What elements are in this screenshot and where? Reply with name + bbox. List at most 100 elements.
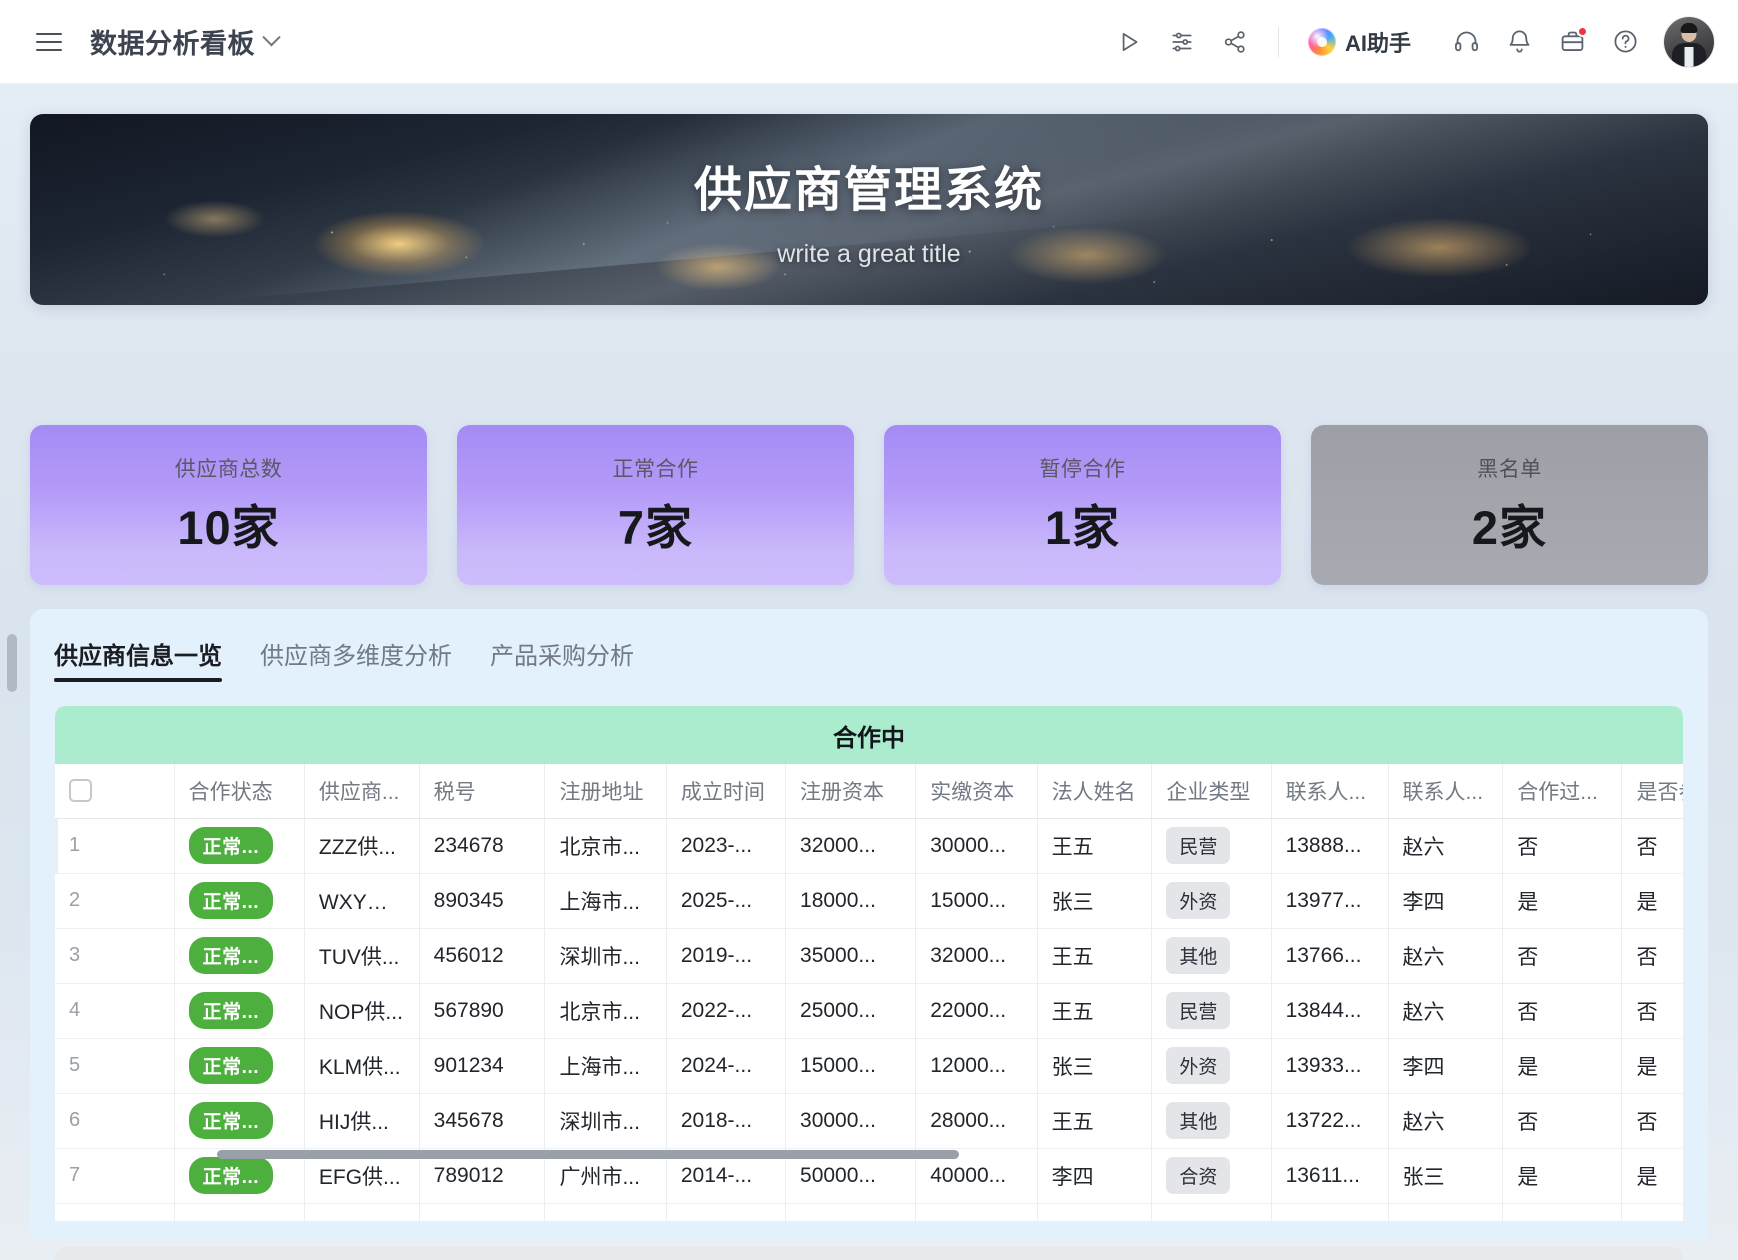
table-horizontal-scrollbar[interactable]	[217, 1150, 959, 1159]
stat-card-blacklist[interactable]: 黑名单 2家	[1311, 425, 1708, 585]
stat-card-total-suppliers[interactable]: 供应商总数 10家	[30, 425, 427, 585]
table-group-banner: 合作中	[55, 706, 1683, 764]
cell-status: 正常...	[174, 928, 305, 984]
col-header-status[interactable]: 合作状态	[174, 764, 305, 819]
cell-paid-in-capital: 12000...	[915, 1038, 1038, 1094]
col-header-legal-person[interactable]: 法人姓名	[1037, 764, 1153, 819]
cell-contact-name: 李四	[1388, 873, 1504, 929]
stat-card-active-cooperation[interactable]: 正常合作 7家	[457, 425, 854, 585]
select-all-checkbox[interactable]	[69, 779, 92, 803]
avatar-shirt	[1684, 46, 1694, 67]
enterprise-type-badge: 合资	[1166, 1157, 1231, 1194]
briefcase-icon[interactable]	[1548, 18, 1596, 66]
ai-assistant-button[interactable]: AI助手	[1298, 19, 1425, 65]
table-header-row: 合作状态 供应商... 税号 注册地址 成立时间 注册资本 实缴资本 法人姓名 …	[55, 764, 1683, 819]
row-number: 2	[55, 873, 175, 929]
cell-established-date: 2024-...	[666, 1038, 787, 1094]
col-header-cooperated-before[interactable]: 合作过...	[1502, 764, 1623, 819]
table-row[interactable]: 6 正常... HIJ供... 345678 深圳市... 2018-... 3…	[55, 1093, 1683, 1149]
table-row[interactable]: 2 正常... WXY供... 890345 上海市... 2025-... 1…	[55, 873, 1683, 929]
row-number: 5	[55, 1038, 175, 1094]
col-header-supplier-name[interactable]: 供应商...	[304, 764, 420, 819]
row-number: 1	[55, 818, 175, 874]
cell-cooperated-before: 是	[1502, 1148, 1623, 1204]
col-header-contact-phone[interactable]: 联系人...	[1271, 764, 1389, 819]
document-title-dropdown[interactable]: 数据分析看板	[90, 22, 281, 61]
table-row[interactable]: 5 正常... KLM供... 901234 上海市... 2024-... 1…	[55, 1038, 1683, 1094]
user-avatar[interactable]	[1664, 16, 1714, 67]
cell-legal-person: 李四	[1037, 1148, 1153, 1204]
cell-participates: 是	[1621, 873, 1683, 929]
footer-cell	[1388, 1203, 1504, 1221]
tab-supplier-overview[interactable]: 供应商信息一览	[54, 636, 222, 682]
cell-status: 正常...	[174, 818, 305, 874]
tab-supplier-multidim-analysis[interactable]: 供应商多维度分析	[260, 643, 452, 670]
hero-title: 供应商管理系统	[693, 164, 1044, 217]
cell-legal-person: 王五	[1037, 1093, 1153, 1149]
content-panel: 供应商信息一览 供应商多维度分析 产品采购分析 合作中	[30, 609, 1708, 1239]
cell-supplier-name: WXY供...	[304, 873, 420, 929]
play-icon[interactable]	[1105, 18, 1153, 66]
tab-product-procurement-analysis[interactable]: 产品采购分析	[490, 643, 634, 670]
cell-cooperated-before: 否	[1502, 928, 1623, 984]
col-header-paid-in-capital[interactable]: 实缴资本	[915, 764, 1038, 819]
cell-participates: 否	[1621, 928, 1683, 984]
cell-registered-address: 深圳市...	[544, 928, 667, 984]
col-header-contact-name[interactable]: 联系人...	[1388, 764, 1504, 819]
table-row[interactable]: 3 正常... TUV供... 456012 深圳市... 2019-... 3…	[55, 928, 1683, 984]
cell-registered-capital: 32000...	[785, 818, 917, 874]
cell-cooperated-before: 否	[1502, 1093, 1623, 1149]
enterprise-type-badge: 民营	[1166, 992, 1231, 1029]
chevron-down-icon[interactable]	[262, 28, 281, 47]
headset-icon[interactable]	[1442, 18, 1490, 66]
header-actions: AI助手	[1105, 16, 1714, 67]
cell-contact-phone: 13722...	[1271, 1093, 1389, 1149]
footer-cell	[915, 1203, 1038, 1221]
enterprise-type-badge: 外资	[1166, 882, 1231, 919]
enterprise-type-badge: 民营	[1166, 827, 1231, 864]
col-header-registered-address[interactable]: 注册地址	[544, 764, 667, 819]
footer-cell	[544, 1203, 667, 1221]
stat-card-suspended-cooperation[interactable]: 暂停合作 1家	[884, 425, 1281, 585]
cell-registered-address: 上海市...	[544, 873, 667, 929]
hamburger-icon[interactable]	[32, 25, 66, 59]
table-row[interactable]: 4 正常... NOP供... 567890 北京市... 2022-... 2…	[55, 983, 1683, 1039]
status-badge: 正常...	[188, 882, 274, 919]
cell-participates: 否	[1621, 1093, 1683, 1149]
hero-subtitle: write a great title	[777, 240, 961, 268]
cell-status: 正常...	[174, 873, 305, 929]
cell-legal-person: 王五	[1037, 818, 1153, 874]
enterprise-type-badge: 其他	[1166, 1102, 1231, 1139]
help-circle-icon[interactable]	[1601, 18, 1649, 66]
share-icon[interactable]	[1211, 18, 1259, 66]
page-vertical-scrollbar[interactable]	[7, 634, 17, 692]
col-header-participates[interactable]: 是否参	[1621, 764, 1683, 819]
row-number: 4	[55, 983, 175, 1039]
settings-sliders-icon[interactable]	[1158, 18, 1206, 66]
table-row[interactable]: 1 正常... ZZZ供... 234678 北京市... 2023-... 3…	[55, 818, 1683, 874]
footer-cell	[1037, 1203, 1153, 1221]
cell-supplier-name: KLM供...	[304, 1038, 420, 1094]
col-header-registered-capital[interactable]: 注册资本	[785, 764, 917, 819]
col-header-enterprise-type[interactable]: 企业类型	[1151, 764, 1272, 819]
bell-icon[interactable]	[1495, 18, 1543, 66]
stat-label: 正常合作	[612, 457, 699, 481]
cell-cooperated-before: 是	[1502, 1038, 1623, 1094]
cell-supplier-name: ZZZ供...	[304, 818, 420, 874]
page-title: 数据分析看板	[90, 29, 255, 59]
select-all-cell[interactable]	[55, 764, 175, 819]
stat-label: 黑名单	[1477, 457, 1542, 481]
col-header-established-date[interactable]: 成立时间	[666, 764, 787, 819]
tab-bar: 供应商信息一览 供应商多维度分析 产品采购分析	[30, 609, 1708, 682]
col-header-tax-number[interactable]: 税号	[419, 764, 546, 819]
cell-enterprise-type: 合资	[1151, 1148, 1272, 1204]
cell-established-date: 2022-...	[666, 983, 787, 1039]
enterprise-type-badge: 其他	[1166, 937, 1231, 974]
cell-registered-address: 北京市...	[544, 818, 667, 874]
cell-contact-phone: 13611...	[1271, 1148, 1389, 1204]
cell-paid-in-capital: 30000...	[915, 818, 1038, 874]
cell-status: 正常...	[174, 1038, 305, 1094]
status-badge: 正常...	[188, 937, 274, 974]
dashboard-canvas: 供应商管理系统 write a great title 供应商总数 10家 正常…	[0, 84, 1738, 1260]
cell-established-date: 2018-...	[666, 1093, 787, 1149]
